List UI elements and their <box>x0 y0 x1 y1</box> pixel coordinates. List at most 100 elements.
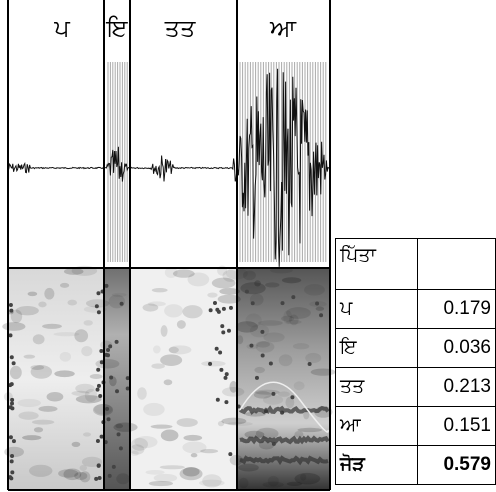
spectral-energy <box>207 292 218 298</box>
spectral-energy <box>198 479 225 487</box>
formant-dot <box>226 328 231 333</box>
spectrogram <box>2 265 335 490</box>
spectral-energy <box>115 423 124 429</box>
spectral-energy <box>172 269 195 278</box>
spectral-energy <box>219 287 240 295</box>
segment-label: ਆ <box>269 14 297 42</box>
spectral-energy <box>217 420 225 427</box>
spectral-energy <box>222 269 239 282</box>
spectral-energy <box>79 471 91 483</box>
spectral-energy <box>263 332 285 343</box>
formant-dot <box>216 309 221 314</box>
spectral-energy <box>217 294 241 304</box>
formant-dot <box>11 439 16 444</box>
formant-dot <box>104 283 109 288</box>
formant-dot <box>10 397 15 402</box>
spectral-energy <box>267 475 279 487</box>
formant-dot <box>106 353 111 358</box>
spectral-energy <box>200 448 219 454</box>
spectral-energy <box>38 405 58 412</box>
formant-track <box>239 405 330 416</box>
spectral-energy <box>249 324 270 338</box>
formant-dot <box>114 339 119 344</box>
table-cell: ਤਤ <box>335 367 418 407</box>
spectral-energy <box>83 320 93 326</box>
spectral-energy <box>222 387 245 397</box>
spectral-energy <box>283 310 293 325</box>
formant-dot <box>223 375 228 380</box>
spectral-energy <box>245 313 262 328</box>
formant-dot <box>280 301 285 306</box>
spectral-energy <box>59 351 72 362</box>
spectral-energy <box>142 303 159 312</box>
spectral-energy <box>221 417 247 425</box>
formant-dot <box>96 383 101 388</box>
spectral-energy <box>9 365 22 380</box>
spectral-energy <box>151 288 168 293</box>
spectral-energy <box>148 480 174 487</box>
spectral-energy <box>2 322 26 331</box>
spectral-energy <box>289 314 299 326</box>
table-cell: 0.151 <box>416 406 496 446</box>
formant-dot <box>108 344 113 349</box>
spectral-energy <box>310 368 335 376</box>
spectral-energy <box>137 387 147 400</box>
spectral-energy <box>254 366 265 374</box>
formant-dot <box>119 301 124 306</box>
spectral-energy <box>75 383 95 394</box>
spectral-energy <box>74 329 89 343</box>
formant-dot <box>97 475 102 480</box>
spectral-energy <box>111 292 127 297</box>
table-cell: ਆ <box>335 406 418 446</box>
formant-dot <box>9 459 14 464</box>
spectral-energy <box>304 284 325 296</box>
spectral-energy <box>281 315 295 322</box>
spectral-energy <box>131 437 148 451</box>
spectral-energy <box>183 434 203 441</box>
spectral-energy <box>293 381 305 391</box>
spectral-energy <box>258 320 283 326</box>
formant-dot <box>107 473 112 478</box>
spectral-energy <box>30 365 45 370</box>
spectral-energy <box>54 370 75 378</box>
formant-dot <box>221 330 226 335</box>
formant-dot <box>116 432 121 437</box>
spectral-energy <box>262 481 284 488</box>
spectral-energy <box>81 346 93 357</box>
spectral-energy <box>278 354 293 367</box>
formant-dot <box>319 313 324 318</box>
spectral-energy <box>147 301 166 307</box>
formant-dot <box>220 324 225 329</box>
spectral-energy <box>245 411 266 417</box>
spectral-energy <box>182 305 203 319</box>
formant-dot <box>215 397 220 402</box>
table-cell <box>416 238 496 290</box>
formant-dot <box>106 417 111 422</box>
spectral-energy <box>67 299 78 306</box>
spectral-energy <box>59 282 70 288</box>
spectral-energy <box>95 358 120 369</box>
formant-dot <box>115 389 120 394</box>
spectral-energy <box>44 287 55 300</box>
spectral-energy <box>31 419 55 425</box>
spectral-energy <box>164 304 183 318</box>
formant-dot <box>271 441 276 446</box>
spectral-energy <box>168 346 179 354</box>
formant-dot <box>228 452 233 457</box>
formant-dot <box>11 361 16 366</box>
spectral-energy <box>187 272 210 287</box>
formant-dot <box>118 446 123 451</box>
spectral-energy <box>159 465 185 470</box>
formant-dot <box>219 367 224 372</box>
spectral-energy <box>201 360 226 367</box>
formant-dot <box>125 386 130 391</box>
waveform-line <box>7 68 330 267</box>
spectral-energy <box>294 430 304 438</box>
spectral-energy <box>176 320 186 329</box>
duration-table: ਪਿੱਤਾ ਪ 0.179 ਇ 0.036 ਤਤ 0.213 ਆ 0.151 ਜੋੜ 0.… <box>335 238 496 485</box>
formant-dot <box>8 302 13 307</box>
spectral-energy <box>265 282 280 288</box>
formant-dot <box>96 463 101 468</box>
formant-dot <box>208 361 213 366</box>
